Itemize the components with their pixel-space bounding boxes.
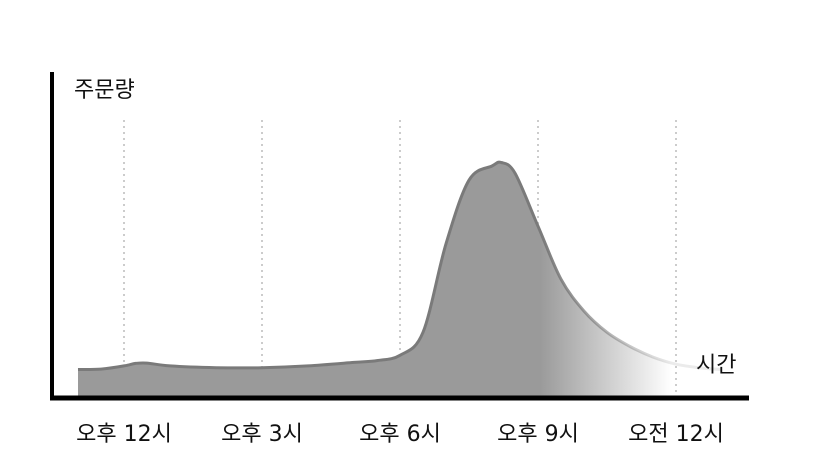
x-tick-labels: 오후 12시 오후 3시 오후 6시 오후 9시 오전 12시 bbox=[76, 422, 724, 447]
x-tick-label: 오후 12시 bbox=[76, 422, 172, 447]
x-tick-label: 오후 3시 bbox=[221, 422, 303, 447]
x-axis-label: 시간 bbox=[696, 353, 736, 378]
x-tick-label: 오전 12시 bbox=[628, 422, 724, 447]
x-tick-label: 오후 6시 bbox=[359, 422, 441, 447]
y-axis-label: 주문량 bbox=[74, 78, 135, 103]
order-volume-area bbox=[78, 162, 722, 396]
x-tick-label: 오후 9시 bbox=[497, 422, 579, 447]
order-volume-line bbox=[77, 160, 723, 371]
